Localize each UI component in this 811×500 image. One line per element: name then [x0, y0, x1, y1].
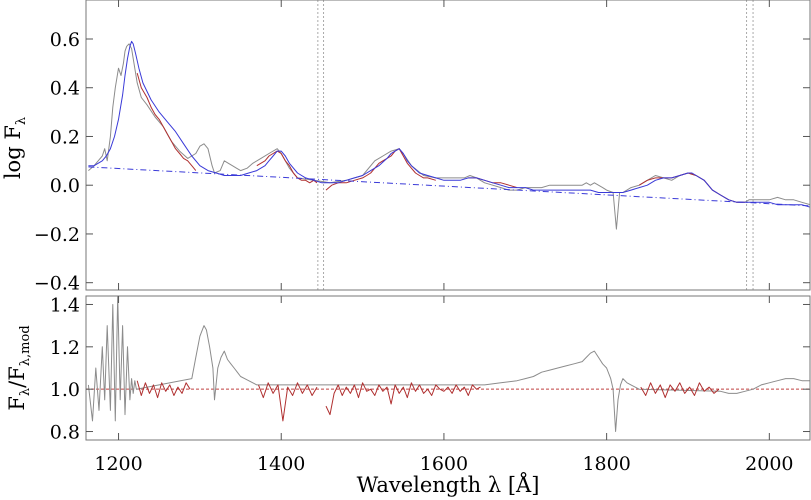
y-tick-label-1-2: 1.2: [50, 337, 80, 359]
top-panel: −0.4 −0.2 0.0 0.2 0.4 0.6 log Fλ: [1, 0, 811, 295]
bottom-panel: 1200 1400 1600 1800 2000 0.8 1.0 1.2 1.4 Fλ/Fλ,m…: [5, 294, 811, 475]
y-tick-label-0-5: 0.6: [50, 29, 80, 51]
bottom-data-layer: [86, 296, 810, 432]
top-data-layer: [88, 0, 810, 290]
bottom-y-axis-title: Fλ/Fλ,mod: [5, 325, 33, 410]
series-1-1-2: [325, 382, 481, 416]
series-1-1-1: [258, 382, 318, 422]
x-tick-label-3: 1800: [582, 453, 630, 475]
x-tick-label-2: 1600: [420, 453, 468, 475]
x-tick-label-1: 1400: [257, 453, 305, 475]
top-y-axis-title: log Fλ: [1, 117, 29, 179]
panel-1-plot-area: [86, 296, 810, 432]
bottom-plot-frame: [85, 295, 811, 441]
series-1-1-0: [136, 380, 191, 399]
y-tick-label-1-3: 1.4: [50, 294, 80, 316]
y-tick-label-0-0: −0.4: [34, 273, 80, 295]
series-1-1-3: [640, 382, 720, 399]
top-plot-frame: [85, 0, 811, 291]
top-axis-ticks: −0.4 −0.2 0.0 0.2 0.4 0.6: [34, 0, 810, 295]
y-tick-label-0-4: 0.4: [50, 78, 80, 100]
x-tick-label-0: 1200: [94, 453, 142, 475]
y-tick-label-1-0: 0.8: [50, 422, 80, 444]
series-1-0-0: [87, 296, 810, 432]
y-tick-label-0-3: 0.2: [50, 126, 80, 148]
series-0-1-0: [136, 72, 197, 171]
y-tick-label-1-1: 1.0: [50, 379, 80, 401]
series-0-1-1: [256, 150, 318, 184]
x-axis-title: Wavelength λ [Å]: [357, 472, 540, 497]
series-0-3-0: [88, 166, 810, 207]
x-tick-label-4: 2000: [745, 453, 793, 475]
y-tick-label-0-2: 0.0: [50, 175, 80, 197]
series-0-2-0: [88, 40, 810, 208]
y-tick-label-0-1: −0.2: [34, 224, 80, 246]
panel-0-plot-area: [88, 0, 810, 290]
bottom-axis-ticks: 1200 1400 1600 1800 2000 0.8 1.0 1.2 1.4: [50, 294, 810, 475]
